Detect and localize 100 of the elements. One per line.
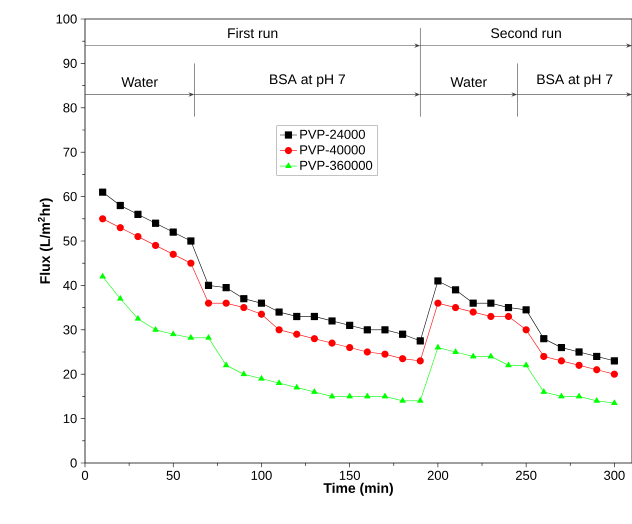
point bbox=[346, 322, 354, 329]
y-tick-label: 50 bbox=[63, 236, 77, 246]
point bbox=[610, 357, 618, 364]
point bbox=[558, 392, 565, 398]
legend-label: PVP-40000 bbox=[300, 145, 365, 154]
point bbox=[522, 362, 530, 368]
point bbox=[99, 272, 106, 278]
point bbox=[611, 399, 618, 406]
point bbox=[434, 277, 442, 285]
point bbox=[222, 300, 230, 307]
point bbox=[276, 379, 282, 386]
point bbox=[294, 384, 300, 390]
point bbox=[540, 352, 548, 360]
point bbox=[346, 344, 354, 352]
point bbox=[311, 388, 318, 394]
point bbox=[364, 392, 370, 398]
point bbox=[576, 392, 582, 398]
point bbox=[328, 317, 336, 325]
point bbox=[558, 344, 566, 352]
point bbox=[504, 304, 512, 312]
point bbox=[310, 312, 318, 320]
point bbox=[204, 282, 212, 289]
point bbox=[328, 392, 336, 398]
point bbox=[134, 210, 142, 218]
point bbox=[346, 392, 353, 398]
annotation: Second run bbox=[491, 28, 561, 38]
y-tick-label: 0 bbox=[70, 458, 77, 468]
point bbox=[258, 310, 266, 318]
point bbox=[276, 308, 283, 316]
point bbox=[223, 362, 230, 368]
point bbox=[487, 312, 494, 320]
y-tick-label: 40 bbox=[63, 280, 77, 290]
point bbox=[487, 300, 494, 307]
point bbox=[381, 326, 389, 334]
point bbox=[470, 352, 476, 358]
point bbox=[170, 330, 176, 336]
point bbox=[187, 260, 194, 267]
point bbox=[364, 348, 371, 356]
point bbox=[328, 340, 336, 347]
point bbox=[187, 237, 194, 245]
point bbox=[116, 202, 124, 210]
point bbox=[594, 397, 600, 403]
point bbox=[240, 295, 248, 302]
point bbox=[575, 362, 583, 369]
point bbox=[399, 355, 406, 362]
point bbox=[416, 357, 424, 364]
point bbox=[399, 330, 406, 338]
point bbox=[293, 312, 300, 320]
point bbox=[276, 326, 283, 334]
x-axis-title: Time (min) bbox=[324, 482, 393, 496]
point bbox=[505, 362, 512, 368]
x-tick-label: 100 bbox=[252, 470, 272, 480]
point bbox=[152, 242, 160, 250]
y-axis-title: Flux (L/m$^{2}$hr) bbox=[38, 198, 53, 284]
x-tick-label: 200 bbox=[428, 470, 448, 480]
point bbox=[188, 334, 194, 340]
y-tick-label: 20 bbox=[63, 370, 77, 379]
point bbox=[222, 284, 230, 292]
point bbox=[310, 335, 318, 342]
point bbox=[610, 370, 618, 378]
point bbox=[504, 312, 512, 320]
point bbox=[434, 300, 442, 307]
point bbox=[258, 300, 266, 307]
y-tick-label: 100 bbox=[56, 14, 77, 24]
y-tick-label: 80 bbox=[63, 103, 77, 112]
point bbox=[575, 348, 583, 356]
point bbox=[99, 215, 106, 222]
point bbox=[240, 370, 247, 376]
x-tick-label: 300 bbox=[604, 470, 625, 480]
x-tick-label: 250 bbox=[516, 470, 536, 480]
point bbox=[540, 388, 547, 394]
point bbox=[399, 397, 406, 403]
point bbox=[540, 335, 548, 342]
point bbox=[382, 392, 388, 398]
point bbox=[293, 330, 300, 338]
annotation: First run bbox=[228, 28, 278, 38]
x-tick-label: 150 bbox=[340, 470, 360, 480]
point bbox=[170, 228, 177, 236]
point bbox=[417, 397, 424, 403]
point bbox=[522, 326, 530, 334]
annotation: BSA at pH 7 bbox=[537, 74, 612, 87]
point bbox=[134, 315, 142, 321]
point bbox=[117, 295, 124, 301]
point bbox=[593, 352, 600, 360]
annotation: BSA at pH 7 bbox=[270, 74, 345, 87]
x-tick-label: 0 bbox=[82, 470, 88, 480]
point bbox=[593, 366, 600, 374]
point bbox=[470, 300, 477, 307]
legend-label: PVP-360000 bbox=[300, 160, 372, 170]
point bbox=[240, 304, 248, 312]
x-tick-label: 50 bbox=[166, 470, 180, 480]
point bbox=[434, 344, 442, 350]
point bbox=[416, 337, 424, 344]
point bbox=[258, 375, 265, 381]
point bbox=[116, 224, 124, 232]
point bbox=[134, 232, 142, 240]
annotation: Water bbox=[450, 77, 487, 87]
point bbox=[452, 286, 460, 294]
point bbox=[204, 300, 212, 307]
annotation: Water bbox=[121, 77, 158, 87]
